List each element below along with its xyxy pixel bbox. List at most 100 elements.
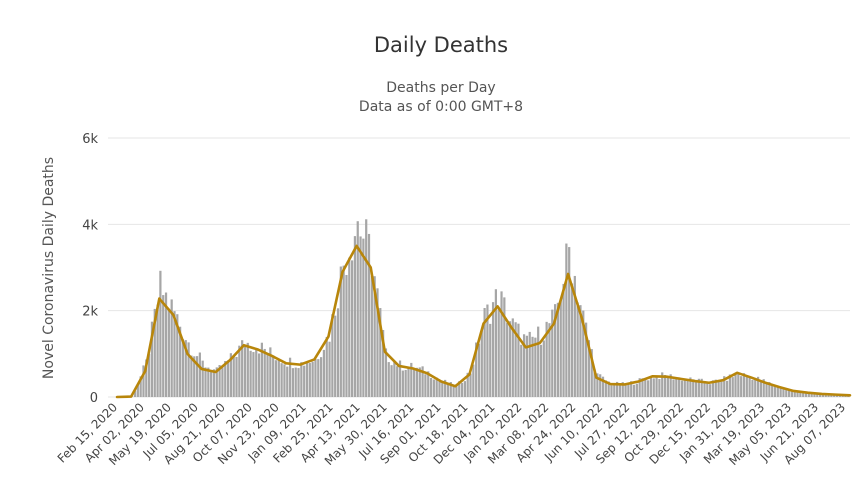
daily-deaths-bar <box>494 289 497 397</box>
daily-deaths-bar <box>584 322 588 397</box>
daily-deaths-bar <box>449 382 452 397</box>
daily-deaths-bar <box>418 367 421 397</box>
daily-deaths-bar <box>187 342 190 397</box>
daily-deaths-bar <box>396 366 399 397</box>
daily-deaths-bar <box>511 318 514 397</box>
daily-deaths-bar <box>424 374 427 397</box>
daily-deaths-bar <box>410 362 413 397</box>
daily-deaths-bar <box>317 359 320 397</box>
daily-deaths-bar <box>740 376 743 397</box>
daily-deaths-bar <box>717 380 720 397</box>
daily-deaths-bar <box>776 385 779 397</box>
daily-deaths-bar <box>469 373 472 397</box>
daily-deaths-bar <box>556 302 560 397</box>
daily-deaths-bar <box>582 310 585 397</box>
daily-deaths-bar <box>565 243 568 397</box>
daily-deaths-bar <box>756 376 760 397</box>
daily-deaths-bar <box>153 308 156 397</box>
daily-deaths-bar <box>139 376 142 397</box>
daily-deaths-bar <box>322 349 326 397</box>
daily-deaths-bar <box>277 360 280 397</box>
daily-deaths-bar <box>551 309 554 397</box>
daily-deaths-bar <box>503 297 506 397</box>
daily-deaths-bar <box>548 323 551 397</box>
daily-deaths-bar <box>641 378 644 397</box>
daily-deaths-bar <box>562 283 565 397</box>
daily-deaths-bar <box>751 379 754 397</box>
daily-deaths-bar <box>458 381 461 397</box>
daily-deaths-bar <box>229 353 232 397</box>
daily-deaths-bar <box>568 247 571 397</box>
daily-deaths-bar <box>514 322 517 397</box>
daily-deaths-bar <box>731 377 734 397</box>
daily-deaths-bar <box>675 377 678 397</box>
daily-deaths-bar <box>542 340 545 397</box>
daily-deaths-bar <box>714 379 717 397</box>
daily-deaths-bar <box>748 376 751 397</box>
daily-deaths-bar <box>429 377 433 397</box>
daily-deaths-bar <box>466 372 469 397</box>
daily-deaths-bar <box>655 375 658 397</box>
daily-deaths-bar <box>148 353 151 397</box>
daily-deaths-bar <box>305 363 309 397</box>
daily-deaths-bar <box>661 372 664 397</box>
daily-deaths-bar <box>319 357 323 397</box>
daily-deaths-bar <box>390 365 393 397</box>
daily-deaths-bar <box>463 381 466 397</box>
daily-deaths-bar <box>534 337 537 397</box>
daily-deaths-bar <box>813 392 816 397</box>
daily-deaths-bar <box>483 308 486 397</box>
daily-deaths-bar <box>221 367 224 397</box>
daily-deaths-bar <box>348 257 351 397</box>
daily-deaths-bar <box>807 391 810 397</box>
daily-deaths-bar <box>415 367 419 397</box>
daily-deaths-bar <box>184 340 187 397</box>
daily-deaths-bar <box>821 394 825 397</box>
daily-deaths-bar <box>686 380 689 397</box>
daily-deaths-bar <box>145 359 148 397</box>
daily-deaths-bar <box>421 366 424 397</box>
daily-deaths-bar <box>489 323 492 397</box>
y-tick-label: 6k <box>82 132 98 147</box>
daily-deaths-bar <box>353 236 357 397</box>
daily-deaths-bar <box>506 322 509 397</box>
daily-deaths-bar <box>528 331 531 397</box>
daily-deaths-bar <box>632 384 636 397</box>
daily-deaths-bar <box>246 342 249 397</box>
daily-deaths-bar <box>745 375 748 397</box>
moving-average-series <box>115 244 852 399</box>
daily-deaths-bar <box>587 340 591 397</box>
daily-deaths-bar <box>336 308 340 397</box>
daily-deaths-bar <box>266 353 269 397</box>
daily-deaths-bar <box>804 392 808 397</box>
daily-deaths-bar <box>384 348 388 397</box>
daily-deaths-bar <box>269 347 272 397</box>
daily-deaths-bar <box>604 380 607 397</box>
daily-deaths-bar <box>243 346 247 397</box>
daily-deaths-bar <box>480 329 483 397</box>
daily-deaths-bar <box>816 393 819 397</box>
daily-deaths-bar <box>754 377 757 397</box>
daily-deaths-bar <box>593 369 596 397</box>
daily-deaths-bar <box>525 335 529 397</box>
daily-deaths-bar <box>193 356 196 397</box>
daily-deaths-bar <box>195 356 199 397</box>
daily-deaths-bar <box>570 283 574 397</box>
daily-deaths-bar <box>779 387 782 397</box>
daily-deaths-bar <box>252 352 255 397</box>
daily-deaths-bar <box>573 275 576 397</box>
daily-deaths-bar <box>156 304 159 397</box>
daily-deaths-bar <box>520 344 523 397</box>
daily-deaths-bar <box>226 360 230 397</box>
daily-deaths-bar <box>737 373 740 397</box>
daily-deaths-bar <box>204 367 207 397</box>
daily-deaths-bar <box>596 373 599 397</box>
y-axis-label: Novel Coronavirus Daily Deaths <box>41 157 57 379</box>
daily-deaths-bar <box>711 380 715 397</box>
daily-deaths-bar <box>669 374 672 397</box>
daily-deaths-bar <box>162 295 165 397</box>
daily-deaths-bar <box>531 336 534 397</box>
daily-deaths-bar <box>170 299 173 397</box>
daily-deaths-bar <box>288 357 292 397</box>
daily-deaths-bar <box>818 393 822 397</box>
